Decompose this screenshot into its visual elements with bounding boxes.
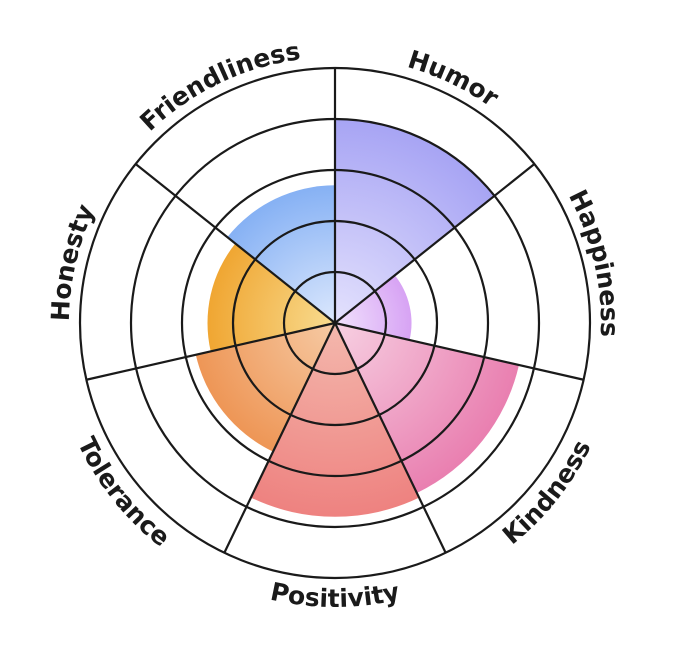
label-honesty: Honesty <box>46 200 100 322</box>
label-kindness: Kindness <box>497 435 597 550</box>
grid-spoke <box>334 163 536 324</box>
sector-happiness <box>335 275 412 341</box>
label-friendliness: Friendliness <box>134 36 302 136</box>
grid-spoke <box>223 322 336 554</box>
sector-tolerance <box>195 323 335 452</box>
grid-spoke <box>86 321 336 381</box>
sector-positivity <box>250 323 420 517</box>
sector-honesty <box>207 243 335 352</box>
grid-spoke <box>134 163 336 324</box>
label-humor: Humor <box>405 45 505 113</box>
sector-humor <box>335 119 495 323</box>
sectors <box>195 119 519 517</box>
label-positivity: Positivity <box>268 577 402 613</box>
label-tolerance: Tolerance <box>72 432 176 552</box>
label-happiness: Happiness <box>563 185 624 337</box>
grid-spoke <box>334 321 584 381</box>
sector-friendliness <box>227 185 335 323</box>
sector-kindness <box>335 323 519 494</box>
grid-spoke <box>334 322 447 554</box>
grid <box>78 66 592 580</box>
